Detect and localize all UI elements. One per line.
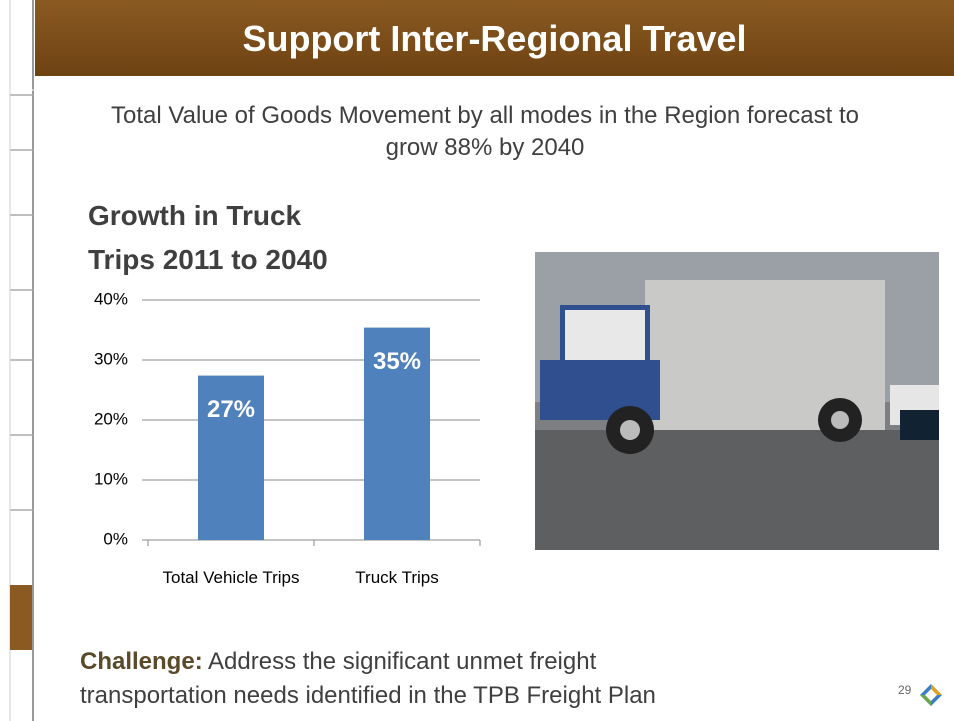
slide: 0% 10% 20% 30% 40% 27% 35% Support Inter-Regio…: [0, 0, 954, 721]
logo: [920, 684, 942, 706]
subtitle: Total Value of Goods Movement by all mod…: [95, 100, 875, 164]
challenge: Challenge: Address the significant unmet…: [80, 645, 740, 713]
y-tick-label: 0%: [103, 529, 128, 548]
value-label: 27%: [207, 396, 255, 423]
challenge-label: Challenge:: [80, 648, 203, 675]
y-tick-label: 10%: [94, 469, 128, 488]
page-number: 29: [898, 683, 911, 697]
x-tick-label: Truck Trips: [322, 566, 472, 590]
chart-title: Growth in Truck Trips 2011 to 2040: [88, 194, 328, 282]
y-tick-label: 40%: [94, 289, 128, 308]
slide-title: Support Inter-Regional Travel: [35, 0, 954, 76]
photo: [535, 252, 939, 550]
x-tick-label: Total Vehicle Trips: [156, 566, 306, 590]
value-label: 35%: [373, 348, 421, 375]
y-tick-label: 30%: [94, 349, 128, 368]
y-tick-label: 20%: [94, 409, 128, 428]
